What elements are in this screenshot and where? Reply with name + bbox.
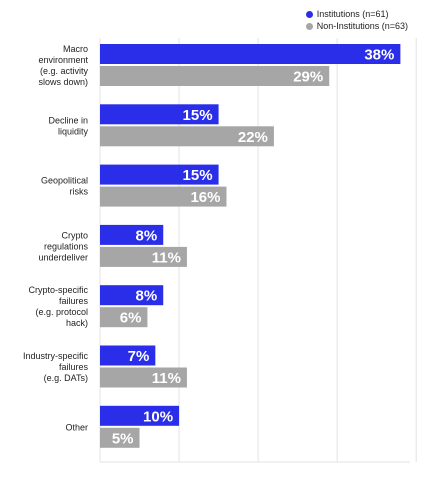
category-label-0-line-0: Macro	[63, 44, 88, 54]
category-label-3-line-1: regulations	[44, 241, 89, 251]
legend-label-institutions: Institutions (n=61)	[316, 9, 389, 19]
category-label-4-line-3: hack)	[66, 318, 88, 328]
bar-institutions-5	[100, 345, 156, 366]
data-label-institutions-4: 8%	[136, 288, 158, 305]
category-label-6-line-0: Other	[65, 422, 88, 432]
category-label-3-line-2: underdeliver	[38, 252, 88, 262]
bar-institutions-6	[100, 405, 180, 426]
category-label-2-line-1: risks	[70, 187, 89, 197]
data-label-non-institutions-3: 11%	[152, 249, 181, 266]
legend-item-non-institutions: Non-Institutions (n=63)	[305, 20, 408, 32]
data-label-non-institutions-2: 16%	[190, 189, 220, 206]
bar-institutions-0	[100, 44, 401, 64]
bar-non-institutions-1	[100, 126, 274, 147]
legend: Institutions (n=61) Non-Institutions (n=…	[305, 8, 408, 32]
legend-swatch-non-institutions	[305, 22, 313, 30]
legend-swatch-institutions	[305, 10, 313, 18]
category-label-1-line-0: Decline in	[48, 115, 88, 125]
legend-label-non-institutions: Non-Institutions (n=63)	[316, 21, 408, 31]
bar-institutions-3	[100, 224, 164, 245]
category-label-4-line-0: Crypto-specific	[28, 285, 88, 295]
category-label-5-line-0: Industry-specific	[23, 351, 89, 361]
bar-non-institutions-6	[100, 427, 140, 448]
data-label-institutions-5: 7%	[128, 348, 150, 365]
bar-institutions-2	[100, 164, 219, 185]
bar-institutions-4	[100, 285, 164, 306]
data-label-non-institutions-0: 29%	[293, 69, 323, 86]
data-label-institutions-3: 8%	[136, 227, 158, 244]
category-label-4-line-1: failures	[59, 296, 89, 306]
data-label-institutions-2: 15%	[183, 167, 213, 184]
data-label-institutions-6: 10%	[143, 408, 173, 425]
data-label-non-institutions-5: 11%	[152, 370, 181, 387]
category-label-5-line-2: (e.g. DATs)	[44, 373, 88, 383]
data-label-institutions-1: 15%	[183, 107, 213, 124]
data-label-non-institutions-4: 6%	[120, 310, 142, 327]
data-label-institutions-0: 38%	[364, 47, 394, 64]
category-label-2-line-0: Geopolitical	[41, 176, 88, 186]
category-label-0-line-1: environment	[38, 55, 88, 65]
bar-non-institutions-5	[100, 367, 187, 388]
bar-non-institutions-0	[100, 66, 330, 86]
bar-non-institutions-3	[100, 246, 187, 267]
bar-institutions-1	[100, 104, 219, 125]
data-label-non-institutions-6: 5%	[112, 430, 134, 447]
category-label-4-line-2: (e.g. protocol	[35, 307, 88, 317]
category-label-1-line-1: liquidity	[58, 126, 89, 136]
legend-item-institutions: Institutions (n=61)	[305, 8, 408, 20]
category-label-0-line-3: slows down)	[38, 77, 88, 87]
bar-non-institutions-4	[100, 307, 148, 328]
bar-non-institutions-2	[100, 186, 227, 207]
category-label-5-line-1: failures	[59, 362, 89, 372]
data-label-non-institutions-1: 22%	[238, 129, 268, 146]
category-label-0-line-2: (e.g. activity	[40, 66, 89, 76]
category-label-3-line-0: Crypto	[61, 230, 88, 240]
